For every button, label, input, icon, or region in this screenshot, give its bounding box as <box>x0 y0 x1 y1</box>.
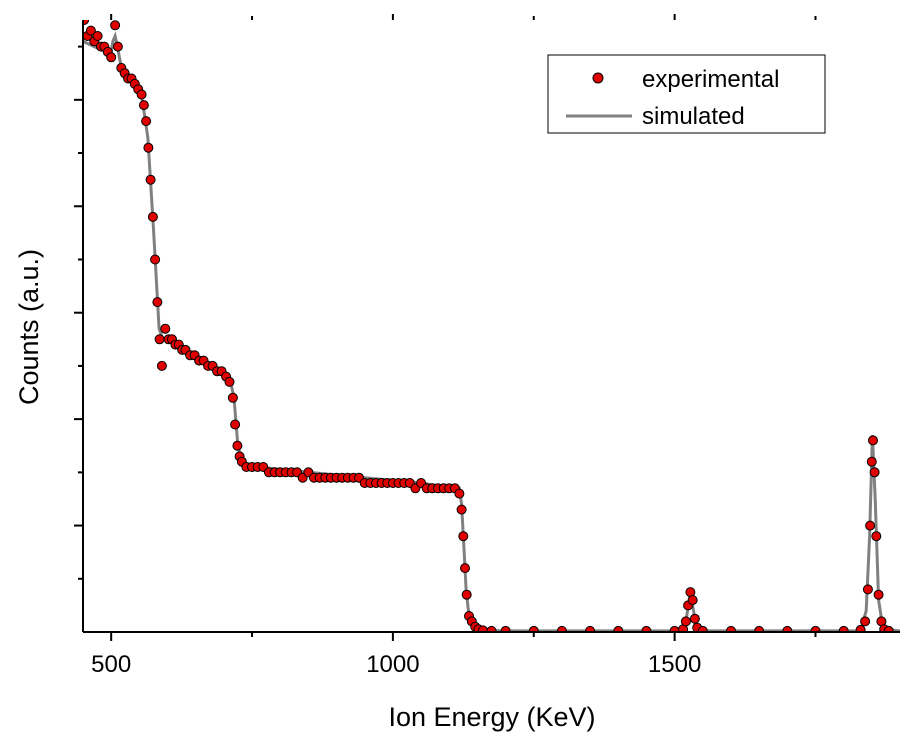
data-point-experimental-116 <box>810 625 821 632</box>
legend-label-experimental: experimental <box>642 66 779 93</box>
data-point-experimental-24 <box>152 297 163 308</box>
data-point-experimental-124 <box>869 467 880 478</box>
x-tick-label: 1000 <box>366 651 419 678</box>
data-point-experimental-119 <box>860 616 871 627</box>
data-point-experimental-99 <box>528 625 539 632</box>
legend: experimental simulated <box>547 54 826 134</box>
data-point-experimental-96 <box>478 625 488 632</box>
y-axis-title: Counts (a.u.) <box>14 249 44 405</box>
data-point-experimental-21 <box>145 174 156 185</box>
data-point-experimental-18 <box>138 100 149 111</box>
data-point-experimental-109 <box>687 595 698 606</box>
data-point-experimental-121 <box>865 520 876 531</box>
data-point-experimental-0 <box>83 20 90 25</box>
data-point-experimental-90 <box>460 563 470 574</box>
data-point-experimental-123 <box>868 435 878 446</box>
data-point-experimental-89 <box>458 531 469 542</box>
legend-box <box>547 54 826 134</box>
data-point-experimental-27 <box>160 323 171 334</box>
data-point-experimental-126 <box>873 589 884 600</box>
data-point-experimental-87 <box>454 488 465 499</box>
data-point-experimental-91 <box>461 589 472 600</box>
data-point-experimental-17 <box>136 89 147 100</box>
data-point-experimental-118 <box>855 624 866 632</box>
data-point-experimental-106 <box>680 616 691 627</box>
data-point-experimental-26 <box>156 360 167 371</box>
data-point-experimental-9 <box>110 20 121 31</box>
data-point-experimental-110 <box>689 613 700 624</box>
data-point-experimental-113 <box>726 625 736 632</box>
data-point-experimental-46 <box>232 440 243 451</box>
data-point-experimental-88 <box>456 504 467 515</box>
x-tick-label: 500 <box>91 651 131 678</box>
data-point-experimental-125 <box>871 531 882 542</box>
data-point-experimental-129 <box>883 625 894 632</box>
data-point-experimental-100 <box>556 625 567 632</box>
data-point-experimental-8 <box>106 52 117 63</box>
x-axis-title: Ion Energy (KeV) <box>388 702 595 732</box>
legend-label-simulated: simulated <box>642 103 745 130</box>
data-point-experimental-22 <box>147 211 158 222</box>
data-point-experimental-122 <box>866 456 877 467</box>
data-point-experimental-112 <box>697 625 708 632</box>
data-point-experimental-19 <box>141 116 152 127</box>
data-point-experimental-23 <box>150 254 161 265</box>
data-point-experimental-120 <box>862 584 873 595</box>
data-point-experimental-115 <box>782 625 793 632</box>
data-point-experimental-114 <box>754 625 765 632</box>
data-point-experimental-10 <box>112 41 123 52</box>
data-point-experimental-4 <box>92 31 103 41</box>
data-point-experimental-117 <box>838 625 849 632</box>
data-point-experimental-102 <box>613 625 624 632</box>
data-point-experimental-43 <box>224 376 235 387</box>
legend-marker-experimental <box>592 72 604 84</box>
data-point-experimental-103 <box>641 625 652 632</box>
x-tick-label: 1500 <box>648 651 701 678</box>
data-point-experimental-25 <box>154 334 165 345</box>
data-point-experimental-20 <box>143 142 154 153</box>
data-point-experimental-101 <box>585 625 596 632</box>
data-point-experimental-98 <box>500 625 511 632</box>
data-point-experimental-44 <box>227 392 238 403</box>
data-point-experimental-97 <box>486 625 497 632</box>
data-point-experimental-2 <box>85 25 96 36</box>
data-point-experimental-45 <box>230 419 241 430</box>
